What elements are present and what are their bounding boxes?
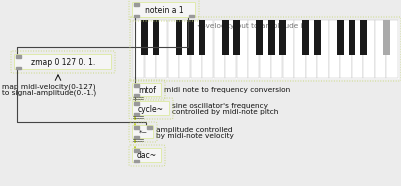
Bar (337, 20, 344, 55)
Bar (16, 67, 21, 69)
Text: cycle~: cycle~ (138, 105, 164, 113)
Bar (329, 20, 340, 78)
Bar (268, 20, 275, 55)
Bar (363, 20, 375, 78)
Bar (199, 20, 205, 55)
Text: amplitude controlled: amplitude controlled (156, 127, 233, 133)
Text: map midi-velocity(0-127): map midi-velocity(0-127) (2, 83, 95, 89)
Text: dac~: dac~ (137, 152, 157, 161)
Bar (134, 135, 139, 138)
Bar (225, 20, 237, 78)
Text: *~: *~ (138, 129, 148, 135)
Bar (134, 126, 139, 129)
Bar (222, 20, 229, 55)
Text: notein a 1: notein a 1 (145, 6, 183, 15)
FancyBboxPatch shape (132, 102, 170, 116)
Text: mtof: mtof (138, 86, 156, 95)
Text: sine oscillator's frequency: sine oscillator's frequency (172, 103, 268, 109)
FancyBboxPatch shape (132, 148, 162, 163)
Bar (144, 20, 156, 78)
Bar (168, 20, 179, 78)
Text: controlled by midi-note pitch: controlled by midi-note pitch (172, 109, 278, 115)
Bar (340, 20, 352, 78)
Bar (187, 20, 194, 55)
Text: midi note to frequency conversion: midi note to frequency conversion (164, 87, 290, 93)
Text: zmap 0 127 0. 1.: zmap 0 127 0. 1. (31, 58, 95, 67)
Bar (387, 20, 398, 78)
Text: <-velocity out to amplitude in: <-velocity out to amplitude in (197, 23, 308, 29)
FancyBboxPatch shape (132, 84, 162, 97)
Bar (202, 20, 213, 78)
Bar (134, 84, 139, 86)
Bar (348, 20, 355, 55)
Bar (294, 20, 306, 78)
FancyBboxPatch shape (14, 54, 111, 70)
Bar (248, 20, 259, 78)
Bar (133, 20, 398, 78)
Bar (383, 20, 390, 55)
Bar (279, 20, 286, 55)
Bar (352, 20, 363, 78)
Bar (190, 20, 202, 78)
Bar (134, 160, 139, 162)
Bar (233, 20, 240, 55)
Bar (134, 113, 139, 115)
Bar (283, 20, 294, 78)
Bar (176, 20, 182, 55)
Bar (156, 20, 167, 78)
Bar (134, 3, 139, 6)
Bar (237, 20, 248, 78)
Bar (302, 20, 309, 55)
FancyBboxPatch shape (132, 2, 196, 17)
Bar (179, 20, 190, 78)
Bar (16, 55, 21, 57)
Bar (314, 20, 321, 55)
Bar (214, 20, 225, 78)
Bar (153, 20, 159, 55)
Bar (133, 20, 144, 78)
Bar (360, 20, 367, 55)
Bar (134, 102, 139, 105)
Bar (189, 15, 194, 17)
Bar (256, 20, 263, 55)
Text: by midi-note velocity: by midi-note velocity (156, 133, 234, 139)
Bar (134, 149, 139, 152)
Bar (134, 94, 139, 96)
Bar (134, 15, 139, 17)
Bar (141, 20, 148, 55)
Text: to signal-amplitude(0.-1.): to signal-amplitude(0.-1.) (2, 90, 96, 97)
Bar (317, 20, 328, 78)
FancyBboxPatch shape (132, 126, 154, 139)
Bar (306, 20, 317, 78)
Bar (375, 20, 386, 78)
Bar (147, 126, 152, 129)
Bar (271, 20, 282, 78)
Bar (260, 20, 271, 78)
